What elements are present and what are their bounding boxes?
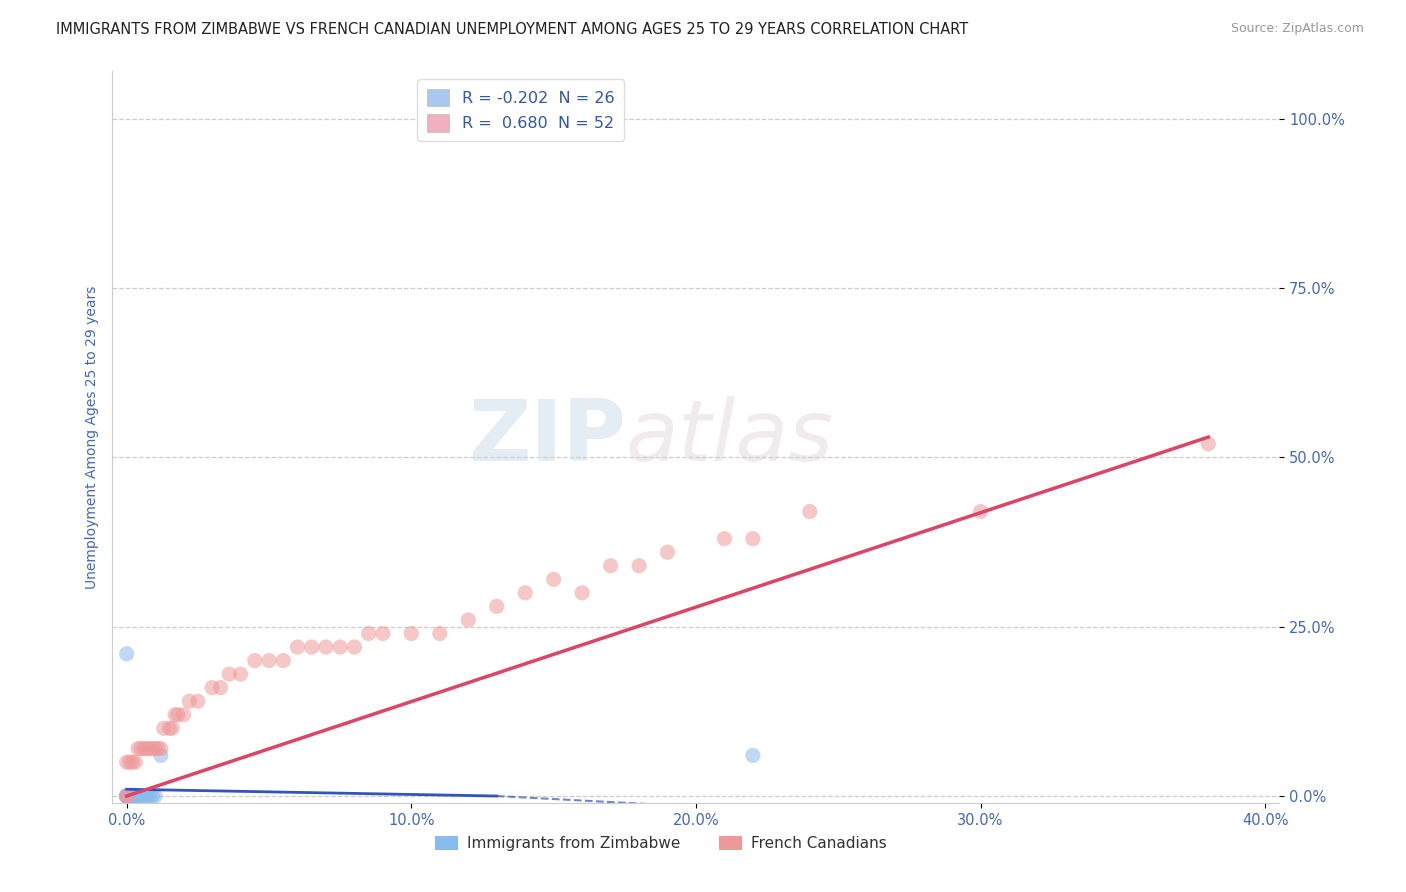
Point <box>287 640 309 654</box>
Point <box>115 789 138 803</box>
Point <box>271 654 294 668</box>
Point <box>628 558 651 573</box>
Point <box>135 789 157 803</box>
Point <box>115 789 138 803</box>
Point <box>129 741 152 756</box>
Point <box>124 789 146 803</box>
Point <box>401 626 423 640</box>
Point <box>599 558 621 573</box>
Point <box>315 640 337 654</box>
Point <box>165 707 187 722</box>
Point <box>257 654 280 668</box>
Point <box>132 741 155 756</box>
Point <box>118 789 141 803</box>
Point <box>657 545 679 559</box>
Point <box>485 599 508 614</box>
Point <box>124 755 146 769</box>
Point <box>115 789 138 803</box>
Point <box>118 789 141 803</box>
Point <box>741 748 763 763</box>
Point <box>571 586 593 600</box>
Point <box>115 789 138 803</box>
Point <box>149 748 172 763</box>
Point <box>157 721 180 735</box>
Point <box>371 626 394 640</box>
Point <box>135 741 157 756</box>
Point <box>515 586 537 600</box>
Point <box>457 613 479 627</box>
Point <box>115 789 138 803</box>
Point <box>969 505 991 519</box>
Text: ZIP: ZIP <box>468 395 626 479</box>
Point <box>121 755 143 769</box>
Point <box>124 789 146 803</box>
Point <box>357 626 380 640</box>
Text: atlas: atlas <box>626 395 834 479</box>
Point <box>143 789 166 803</box>
Point <box>115 789 138 803</box>
Point <box>127 789 149 803</box>
Point <box>343 640 366 654</box>
Point <box>243 654 266 668</box>
Point <box>121 789 143 803</box>
Point <box>543 572 565 586</box>
Point <box>187 694 209 708</box>
Point <box>209 681 232 695</box>
Point <box>149 741 172 756</box>
Point <box>115 647 138 661</box>
Point <box>132 789 155 803</box>
Point <box>118 789 141 803</box>
Point <box>115 789 138 803</box>
Point <box>329 640 352 654</box>
Point <box>429 626 451 640</box>
Point <box>1197 437 1219 451</box>
Point <box>121 789 143 803</box>
Point <box>301 640 323 654</box>
Legend: Immigrants from Zimbabwe, French Canadians: Immigrants from Zimbabwe, French Canadia… <box>429 830 893 857</box>
Point <box>167 707 190 722</box>
Text: IMMIGRANTS FROM ZIMBABWE VS FRENCH CANADIAN UNEMPLOYMENT AMONG AGES 25 TO 29 YEA: IMMIGRANTS FROM ZIMBABWE VS FRENCH CANAD… <box>56 22 969 37</box>
Point <box>115 789 138 803</box>
Point <box>162 721 184 735</box>
Point <box>799 505 821 519</box>
Text: Source: ZipAtlas.com: Source: ZipAtlas.com <box>1230 22 1364 36</box>
Point <box>118 755 141 769</box>
Point <box>118 789 141 803</box>
Point <box>115 789 138 803</box>
Point <box>741 532 763 546</box>
Point <box>129 789 152 803</box>
Point <box>141 789 163 803</box>
Point <box>115 789 138 803</box>
Point <box>141 741 163 756</box>
Point <box>218 667 240 681</box>
Point <box>713 532 735 546</box>
Point <box>173 707 195 722</box>
Point <box>179 694 201 708</box>
Point <box>115 755 138 769</box>
Y-axis label: Unemployment Among Ages 25 to 29 years: Unemployment Among Ages 25 to 29 years <box>84 285 98 589</box>
Point <box>201 681 224 695</box>
Point <box>229 667 252 681</box>
Point <box>152 721 174 735</box>
Point <box>138 789 160 803</box>
Point <box>143 741 166 756</box>
Point <box>146 741 169 756</box>
Point <box>138 741 160 756</box>
Point <box>127 741 149 756</box>
